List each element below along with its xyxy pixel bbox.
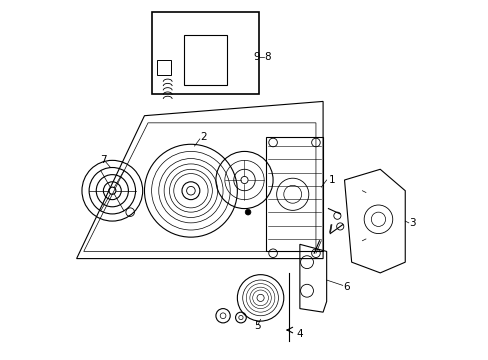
Circle shape xyxy=(244,209,250,215)
Text: 4: 4 xyxy=(296,329,303,339)
Text: 9: 9 xyxy=(253,52,260,62)
Text: 8: 8 xyxy=(264,52,270,62)
Text: 1: 1 xyxy=(328,175,335,185)
Text: 7: 7 xyxy=(100,156,106,165)
Bar xyxy=(265,137,323,251)
Text: 2: 2 xyxy=(200,132,206,142)
Bar xyxy=(183,35,226,85)
Bar xyxy=(151,12,258,94)
Text: 6: 6 xyxy=(342,282,349,292)
Bar xyxy=(157,60,171,75)
Text: 5: 5 xyxy=(253,321,260,332)
Text: 3: 3 xyxy=(408,218,415,228)
